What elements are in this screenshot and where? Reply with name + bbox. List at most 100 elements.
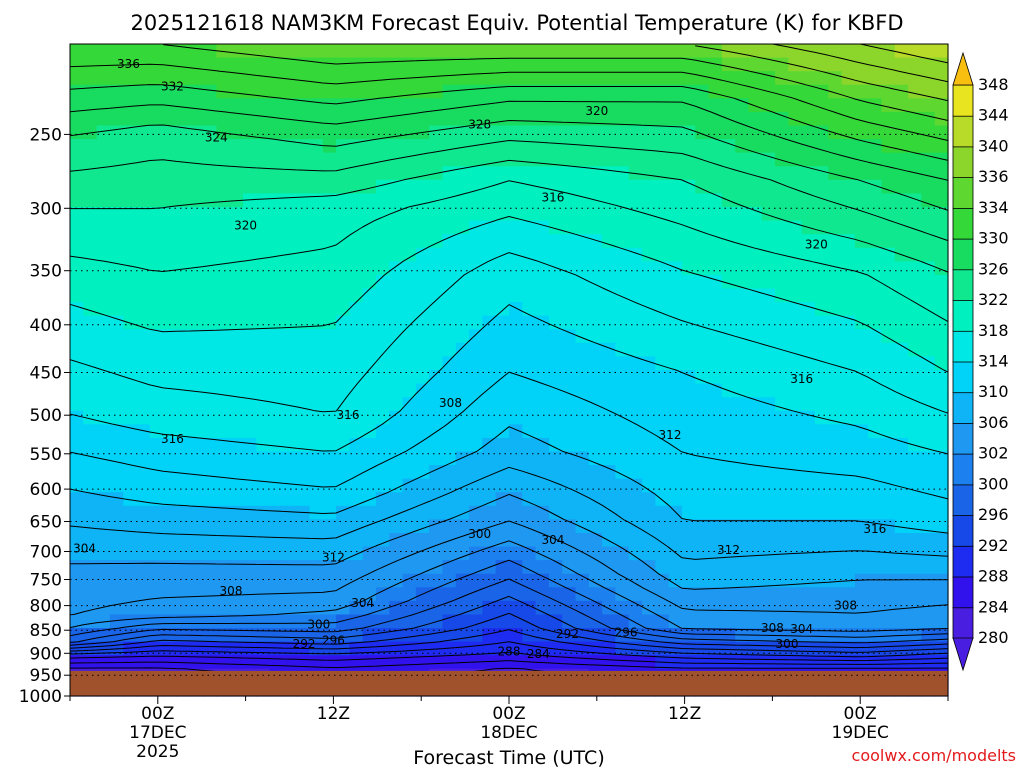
heat-cell <box>349 641 364 656</box>
heat-cell <box>269 628 284 643</box>
heat-cell <box>349 342 364 358</box>
heat-cell <box>921 342 936 358</box>
heat-cell <box>96 424 111 439</box>
heat-cell <box>522 44 537 59</box>
heat-cell <box>562 98 577 113</box>
heat-cell <box>575 166 590 181</box>
heat-cell <box>309 84 324 99</box>
heat-cell <box>469 424 483 439</box>
heat-cell <box>708 519 723 534</box>
heat-cell <box>509 437 523 453</box>
heat-cell <box>548 533 563 548</box>
heat-cell <box>588 451 603 466</box>
heat-cell <box>96 587 111 602</box>
heat-cell <box>748 573 763 588</box>
heat-cell <box>70 560 84 575</box>
heat-cell <box>163 139 178 154</box>
heat-cell <box>881 383 896 398</box>
heat-cell <box>721 125 736 140</box>
heat-cell <box>801 397 816 412</box>
heat-cell <box>362 410 377 425</box>
heat-cell <box>921 179 936 195</box>
heat-cell <box>615 492 630 507</box>
heat-cell <box>96 179 111 195</box>
colorbar-segment <box>952 453 974 486</box>
heat-cell <box>761 519 776 534</box>
heat-cell <box>482 274 497 290</box>
heat-cell <box>349 478 364 493</box>
colorbar-label: 336 <box>978 167 1009 186</box>
heat-cell <box>469 329 483 344</box>
heat-cell <box>269 139 284 154</box>
heat-cell <box>495 614 510 629</box>
heat-cell <box>708 424 723 439</box>
heat-cell <box>588 546 603 561</box>
heat-cell <box>455 234 470 249</box>
heat-cell <box>375 505 390 521</box>
heat-cell <box>934 152 949 167</box>
heat-cell <box>854 383 869 398</box>
heat-cell <box>735 44 750 59</box>
heat-cell <box>256 329 271 344</box>
heat-cell <box>282 274 297 290</box>
heat-cell <box>282 329 297 344</box>
heat-cell <box>495 98 510 113</box>
heat-cell <box>242 84 257 99</box>
heat-cell <box>655 505 670 521</box>
heat-cell <box>668 587 683 602</box>
heat-cell <box>256 139 271 154</box>
contour-label: 300 <box>776 637 799 651</box>
heat-cell <box>336 370 350 385</box>
heat-cell <box>455 261 470 276</box>
heat-cell <box>402 179 417 195</box>
heat-cell <box>588 261 603 276</box>
heat-cell <box>814 342 829 358</box>
heat-cell <box>841 641 856 656</box>
heat-cell <box>429 329 444 344</box>
heat-cell <box>602 655 617 670</box>
heat-cell <box>96 44 111 59</box>
heat-cell <box>495 546 510 561</box>
heat-cell <box>83 519 98 534</box>
heat-cell <box>216 560 231 575</box>
heat-cell <box>509 152 523 167</box>
heat-cell <box>801 628 816 643</box>
heat-cell <box>615 478 630 493</box>
heat-cell <box>362 397 377 412</box>
heat-cell <box>402 465 417 480</box>
heat-cell <box>203 44 217 59</box>
heat-cell <box>123 342 138 358</box>
heat-cell <box>123 505 138 521</box>
heat-cell <box>881 370 896 385</box>
heat-cell <box>854 193 869 208</box>
heat-cell <box>189 600 204 616</box>
heat-cell <box>309 329 324 344</box>
heat-cell <box>602 370 617 385</box>
heat-cell <box>881 437 896 453</box>
heat-cell <box>894 533 909 548</box>
heat-cell <box>562 614 577 629</box>
heat-cell <box>868 166 883 181</box>
heat-cell <box>695 98 710 113</box>
heat-cell <box>482 410 497 425</box>
heat-cell <box>242 139 257 154</box>
heat-cell <box>269 220 284 235</box>
heat-cell <box>429 179 444 195</box>
heat-cell <box>708 628 723 643</box>
heat-cell <box>296 111 311 127</box>
heat-cell <box>668 329 683 344</box>
heat-cell <box>854 288 869 303</box>
heat-cell <box>482 383 497 398</box>
heat-cell <box>934 573 949 588</box>
heat-cell <box>748 329 763 344</box>
colorbar-segment <box>952 606 974 639</box>
heat-cell <box>442 98 457 113</box>
heat-cell <box>203 614 217 629</box>
heat-cell <box>708 207 723 222</box>
heat-cell <box>349 84 364 99</box>
heat-cell <box>801 492 816 507</box>
heat-cell <box>216 315 231 330</box>
heat-cell <box>642 655 656 670</box>
heat-cell <box>495 57 510 72</box>
heat-cell <box>256 98 271 113</box>
